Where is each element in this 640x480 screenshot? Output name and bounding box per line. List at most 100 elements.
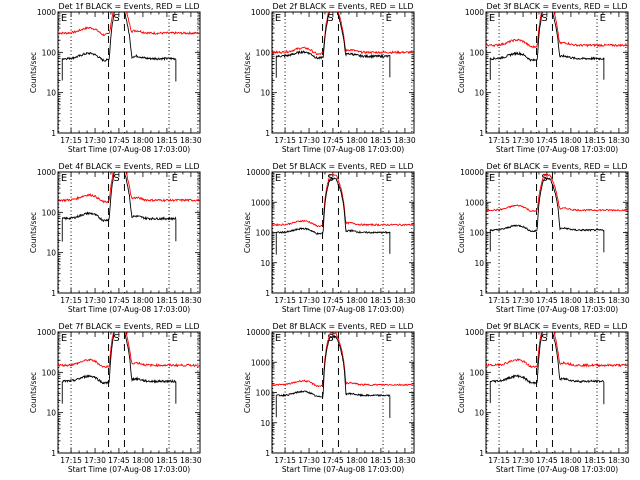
y-tick-label: 1000 bbox=[37, 168, 56, 177]
x-tick-label: 17:15 bbox=[60, 456, 82, 465]
x-tick-label: 18:00 bbox=[132, 296, 154, 305]
panel-title: Det 8f BLACK = Events, RED = LLD bbox=[272, 322, 413, 331]
y-tick-label: 10000 bbox=[246, 328, 270, 337]
x-tick-label: 17:45 bbox=[536, 296, 558, 305]
x-axis-label: Start Time (07-Aug-08 17:03:00) bbox=[68, 305, 190, 314]
interval-marker-e: E bbox=[489, 333, 495, 344]
events-series-line bbox=[276, 334, 391, 398]
events-series-line bbox=[62, 332, 177, 385]
y-tick-label: 10000 bbox=[460, 168, 484, 177]
x-tick-label: 18:00 bbox=[560, 456, 582, 465]
plot-frame bbox=[485, 331, 629, 454]
panel-title: Det 2f BLACK = Events, RED = LLD bbox=[272, 2, 413, 11]
y-tick-label: 10 bbox=[474, 259, 484, 268]
y-tick-label: 100 bbox=[256, 389, 271, 398]
x-tick-label: 17:15 bbox=[60, 136, 82, 145]
x-tick-label: 18:00 bbox=[346, 456, 368, 465]
y-tick-label: 1000 bbox=[37, 8, 56, 17]
lld-series-line bbox=[486, 332, 628, 369]
x-tick-label: 17:30 bbox=[298, 296, 320, 305]
x-tick-label: 17:45 bbox=[536, 456, 558, 465]
y-tick-label: 1000 bbox=[465, 8, 484, 17]
panel-title: Det 7f BLACK = Events, RED = LLD bbox=[58, 322, 199, 331]
y-axis-label: Counts/sec bbox=[29, 212, 38, 253]
interval-marker-s: S bbox=[327, 13, 333, 24]
interval-marker-e: E bbox=[600, 333, 606, 344]
y-tick-label: 10 bbox=[46, 409, 56, 418]
interval-marker-e: E bbox=[489, 13, 495, 24]
x-tick-label: 18:30 bbox=[394, 136, 416, 145]
x-tick-label: 17:30 bbox=[512, 456, 534, 465]
interval-marker-e: E bbox=[600, 13, 606, 24]
x-tick-label: 17:15 bbox=[274, 136, 296, 145]
events-series-line bbox=[276, 177, 391, 236]
lld-series-line bbox=[58, 332, 200, 369]
x-tick-label: 18:00 bbox=[346, 136, 368, 145]
plot-frame bbox=[271, 331, 415, 454]
interval-marker-e: E bbox=[61, 13, 67, 24]
interval-marker-e: E bbox=[489, 173, 495, 184]
panel-title: Det 1f BLACK = Events, RED = LLD bbox=[58, 2, 199, 11]
interval-marker-e: E bbox=[600, 173, 606, 184]
y-tick-label: 10 bbox=[260, 419, 270, 428]
y-tick-label: 10 bbox=[46, 89, 56, 98]
panel-title: Det 5f BLACK = Events, RED = LLD bbox=[272, 162, 413, 171]
panel-det-4: Det 4f BLACK = Events, RED = LLD 1 10 100 10… bbox=[29, 162, 202, 314]
interval-marker-e: E bbox=[386, 173, 392, 184]
y-tick-label: 10 bbox=[46, 249, 56, 258]
y-axis-label: Counts/sec bbox=[243, 372, 252, 413]
x-tick-label: 18:00 bbox=[132, 136, 154, 145]
events-series-line bbox=[489, 332, 605, 385]
y-tick-label: 1 bbox=[51, 289, 56, 298]
x-tick-label: 17:30 bbox=[512, 296, 534, 305]
y-tick-label: 1000 bbox=[251, 358, 270, 367]
y-tick-label: 100 bbox=[42, 368, 57, 377]
x-tick-label: 17:45 bbox=[322, 136, 344, 145]
x-axis-label: Start Time (07-Aug-08 17:03:00) bbox=[282, 145, 404, 154]
x-tick-label: 18:15 bbox=[584, 296, 606, 305]
y-tick-label: 10000 bbox=[246, 168, 270, 177]
x-tick-label: 18:30 bbox=[608, 456, 630, 465]
interval-marker-s: S bbox=[541, 13, 547, 24]
panel-det-2: Det 2f BLACK = Events, RED = LLD 1 10 100 10… bbox=[243, 2, 416, 154]
x-tick-label: 17:15 bbox=[274, 456, 296, 465]
x-tick-label: 17:15 bbox=[488, 456, 510, 465]
y-tick-label: 100 bbox=[42, 208, 57, 217]
x-tick-label: 18:30 bbox=[394, 456, 416, 465]
x-tick-label: 18:30 bbox=[180, 296, 202, 305]
x-tick-label: 17:45 bbox=[322, 456, 344, 465]
interval-marker-e: E bbox=[172, 13, 178, 24]
interval-marker-e: E bbox=[275, 333, 281, 344]
x-tick-label: 18:00 bbox=[346, 296, 368, 305]
x-tick-label: 18:15 bbox=[370, 136, 392, 145]
y-axis-label: Counts/sec bbox=[29, 52, 38, 93]
x-tick-label: 17:15 bbox=[60, 296, 82, 305]
events-series-line bbox=[489, 177, 605, 233]
x-tick-label: 17:30 bbox=[512, 136, 534, 145]
x-tick-label: 17:30 bbox=[84, 136, 106, 145]
x-tick-label: 18:30 bbox=[608, 136, 630, 145]
x-tick-label: 18:15 bbox=[584, 456, 606, 465]
lld-series-line bbox=[486, 173, 628, 213]
panel-title: Det 3f BLACK = Events, RED = LLD bbox=[486, 2, 627, 11]
interval-marker-e: E bbox=[172, 173, 178, 184]
x-tick-label: 17:15 bbox=[488, 136, 510, 145]
x-tick-label: 17:45 bbox=[536, 136, 558, 145]
y-axis-label: Counts/sec bbox=[457, 212, 466, 253]
y-tick-label: 1 bbox=[51, 449, 56, 458]
x-tick-label: 18:00 bbox=[560, 296, 582, 305]
x-tick-label: 17:30 bbox=[84, 296, 106, 305]
interval-marker-e: E bbox=[61, 173, 67, 184]
x-tick-label: 17:45 bbox=[322, 296, 344, 305]
y-tick-label: 1000 bbox=[465, 328, 484, 337]
events-series-line bbox=[61, 172, 177, 223]
interval-marker-e: E bbox=[61, 333, 67, 344]
y-axis-label: Counts/sec bbox=[457, 52, 466, 93]
x-axis-label: Start Time (07-Aug-08 17:03:00) bbox=[68, 145, 190, 154]
y-tick-label: 10 bbox=[474, 409, 484, 418]
lld-series-line bbox=[486, 12, 628, 49]
y-tick-label: 1000 bbox=[251, 8, 270, 17]
panel-det-7: Det 7f BLACK = Events, RED = LLD 1 10 100 10… bbox=[29, 322, 202, 474]
panel-det-1: Det 1f BLACK = Events, RED = LLD 1 10 100 10… bbox=[29, 2, 202, 154]
x-tick-label: 17:45 bbox=[108, 456, 130, 465]
